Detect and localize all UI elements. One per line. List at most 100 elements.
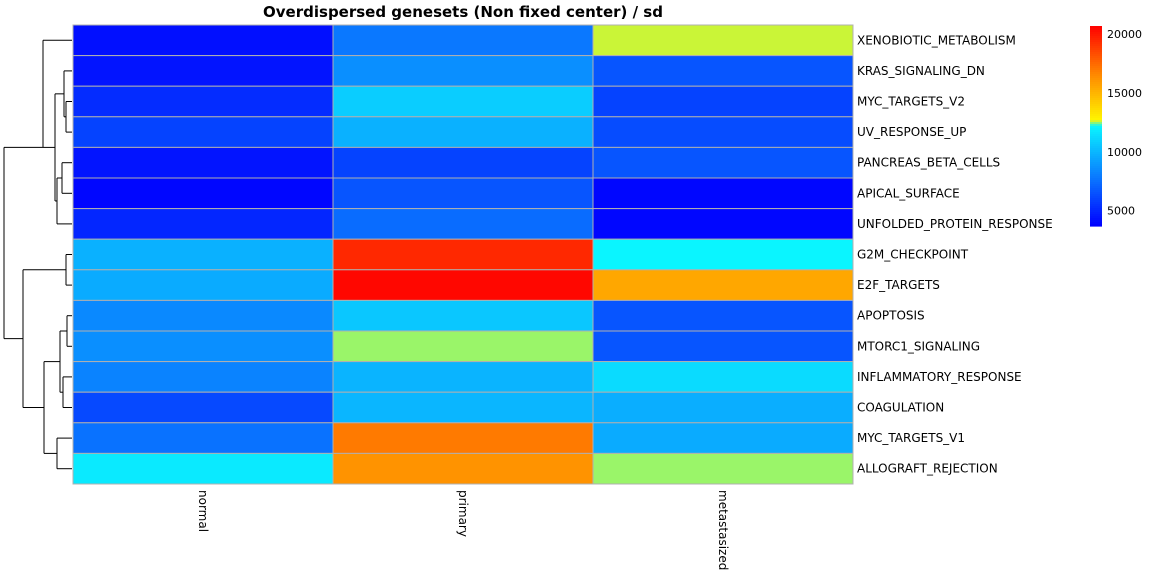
heatmap-cell [332, 391, 594, 424]
color-legend-segment [1090, 30, 1102, 33]
color-legend-segment [1090, 160, 1102, 163]
color-legend-segment [1090, 194, 1102, 197]
color-legend-segment [1090, 224, 1102, 227]
color-legend-segment [1090, 74, 1102, 77]
color-legend-segment [1090, 82, 1102, 85]
color-legend-segment [1090, 78, 1102, 81]
heatmap-cell [592, 330, 854, 363]
row-label: MTORC1_SIGNALING [857, 339, 980, 353]
row-label: UNFOLDED_PROTEIN_RESPONSE [857, 217, 1053, 231]
color-legend-segment [1090, 88, 1102, 91]
column-label: primary [456, 490, 470, 537]
color-legend-segment [1090, 214, 1102, 217]
row-label: XENOBIOTIC_METABOLISM [857, 33, 1016, 47]
heatmap-cell [72, 116, 334, 148]
heatmap-cell [72, 24, 334, 57]
heatmap-cell [72, 238, 334, 271]
color-legend-segment [1090, 48, 1102, 51]
color-legend-segment [1090, 122, 1102, 125]
row-label: KRAS_SIGNALING_DN [857, 64, 985, 78]
color-legend-segment [1090, 32, 1102, 35]
heatmap-cell [72, 299, 334, 332]
heatmap-cell [332, 269, 594, 301]
heatmap-cell [592, 452, 854, 485]
color-legend-segment [1090, 80, 1102, 83]
color-legend-segment [1090, 146, 1102, 149]
color-legend-segment [1090, 170, 1102, 173]
color-legend-segment [1090, 190, 1102, 193]
heatmap-cell [332, 177, 594, 210]
heatmap-cell [332, 208, 594, 240]
heatmap-cell [72, 177, 334, 210]
color-legend-segment [1090, 130, 1102, 133]
color-legend-tick-label: 20000 [1107, 28, 1142, 41]
color-legend-segment [1090, 128, 1102, 131]
color-legend-segment [1090, 188, 1102, 191]
color-legend-segment [1090, 152, 1102, 155]
color-legend-segment [1090, 174, 1102, 177]
heatmap-cell [72, 85, 334, 118]
heatmap-cell [592, 238, 854, 271]
heatmap-cell [592, 361, 854, 393]
color-legend-segment [1090, 126, 1102, 129]
color-legend-tick-label: 10000 [1107, 146, 1142, 159]
color-legend-segment [1090, 116, 1102, 119]
color-legend-segment [1090, 220, 1102, 223]
color-legend-segment [1090, 156, 1102, 159]
color-legend-segment [1090, 58, 1102, 61]
color-legend-segment [1090, 70, 1102, 73]
color-legend-segment [1090, 100, 1102, 103]
row-label: MYC_TARGETS_V1 [857, 431, 965, 445]
color-legend-segment [1090, 110, 1102, 113]
color-legend-segment [1090, 106, 1102, 109]
row-label: E2F_TARGETS [857, 278, 940, 292]
heatmap-cell [592, 55, 854, 87]
color-legend-segment [1090, 150, 1102, 153]
color-legend-segment [1090, 162, 1102, 165]
column-label: metastasized [716, 490, 730, 570]
color-legend-segment [1090, 192, 1102, 195]
color-legend-segment [1090, 180, 1102, 183]
color-legend-segment [1090, 140, 1102, 143]
heatmap-cell [592, 85, 854, 118]
row-label: ALLOGRAFT_REJECTION [857, 462, 998, 476]
color-legend-segment [1090, 202, 1102, 205]
color-legend-segment [1090, 76, 1102, 79]
color-legend-segment [1090, 124, 1102, 127]
row-label: INFLAMMATORY_RESPONSE [857, 370, 1022, 384]
color-legend-segment [1090, 164, 1102, 167]
heatmap-cell [332, 146, 594, 179]
color-legend-segment [1090, 166, 1102, 169]
color-legend-segment [1090, 94, 1102, 97]
heatmap-cell [592, 422, 854, 454]
color-legend-segment [1090, 60, 1102, 63]
row-label: G2M_CHECKPOINT [857, 248, 969, 262]
column-label: normal [196, 490, 210, 532]
row-label: COAGULATION [857, 401, 944, 415]
row-label: UV_RESPONSE_UP [857, 125, 966, 139]
color-legend-segment [1090, 104, 1102, 107]
color-legend-segment [1090, 120, 1102, 123]
heatmap-cell [332, 452, 594, 485]
heatmap-cell [592, 391, 854, 424]
heatmap-cell [332, 116, 594, 148]
color-legend-segment [1090, 62, 1102, 65]
color-legend-segment [1090, 96, 1102, 99]
color-legend-segment [1090, 50, 1102, 53]
row-label: APOPTOSIS [857, 309, 925, 323]
color-legend-segment [1090, 208, 1102, 211]
color-legend-segment [1090, 178, 1102, 181]
heatmap-cell [592, 299, 854, 332]
heatmap-cell [592, 177, 854, 210]
color-legend-tick-label: 5000 [1107, 205, 1135, 218]
color-legend-segment [1090, 92, 1102, 95]
color-legend-segment [1090, 148, 1102, 151]
color-legend-segment [1090, 42, 1102, 45]
heatmap-cell [332, 55, 594, 87]
chart-title: Overdispersed genesets (Non fixed center… [263, 3, 663, 21]
heatmap-cell [72, 452, 334, 485]
heatmap-cell [332, 85, 594, 118]
color-legend-segment [1090, 186, 1102, 189]
color-legend-segment [1090, 66, 1102, 69]
